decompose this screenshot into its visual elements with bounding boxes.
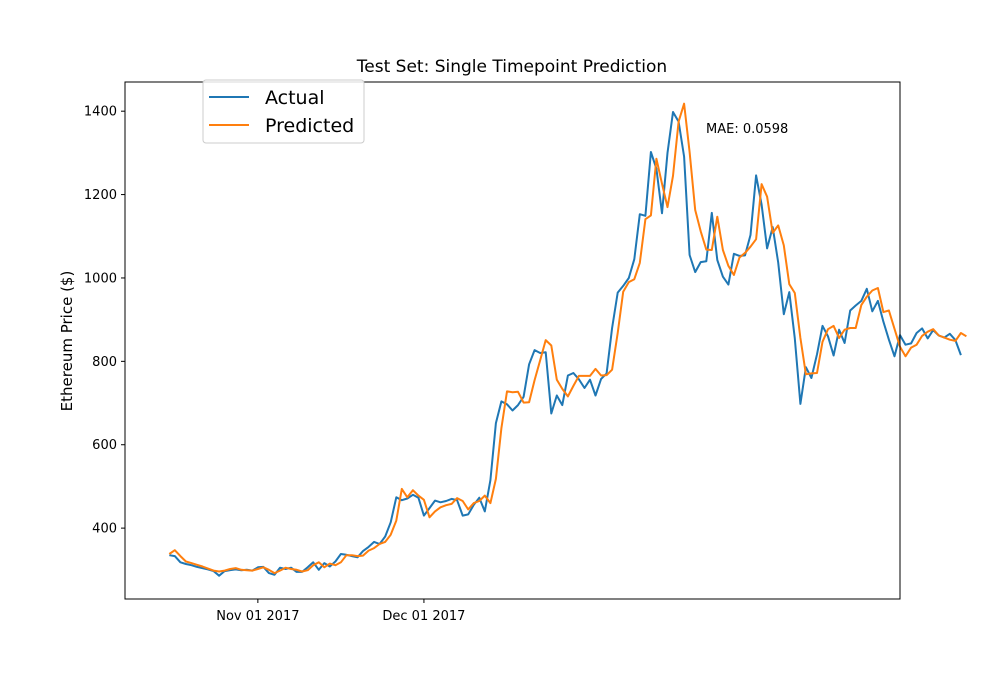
series-line-predicted [168,102,967,575]
x-tick-label: Nov 01 2017 [216,609,299,624]
legend-label-predicted: Predicted [265,115,354,137]
axis-ticks: 400 600 800 1000 1200 1400 Nov 01 2017 Dec 01 2… [84,105,466,624]
y-tick-label: 800 [92,355,117,370]
y-tick-label: 1200 [84,188,117,203]
y-tick-label: 600 [92,438,117,453]
chart-title: Test Set: Single Timepoint Prediction [356,57,667,77]
legend-box [202,79,365,144]
legend: Actual Predicted [202,79,365,144]
series-lines [168,102,967,577]
plot-frame [124,81,901,600]
legend-label-actual: Actual [265,87,325,109]
y-tick-label: 1400 [84,105,117,120]
y-axis-label: Ethereum Price ($) [58,271,76,412]
y-tick-label: 1000 [84,271,117,286]
mae-annotation: MAE: 0.0598 [706,122,788,137]
y-tick-label: 400 [92,522,117,537]
x-tick-label: Dec 01 2017 [382,609,465,624]
